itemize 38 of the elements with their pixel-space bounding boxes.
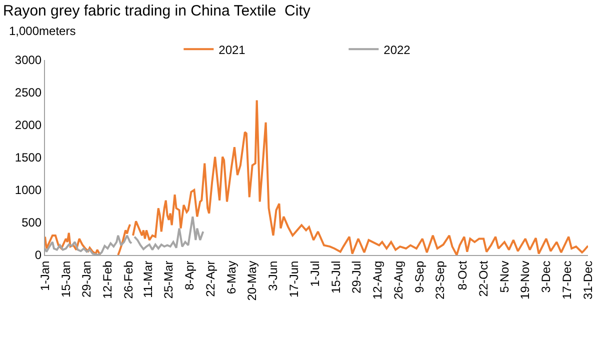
x-tick-label: 11-Mar [140,260,155,298]
x-tick-label: 15-Jul [328,260,343,294]
x-tick-label: 12-Feb [100,260,115,299]
y-tick-label: 0 [34,248,42,262]
x-tick-label: 12-Aug [370,260,385,300]
x-tick-label: 5-Nov [497,260,512,293]
x-tick-label: 26-Feb [121,260,136,299]
x-tick-label: 31-Dec [580,260,595,300]
x-tick-label: 29-Jul [350,260,364,294]
y-tick-label: 500 [22,216,42,230]
x-tick-label: 19-Nov [518,260,532,300]
y-axis-title: 1,000meters [9,24,76,38]
legend-label: 2022 [384,42,411,57]
y-tick-label: 1500 [14,150,42,165]
x-tick-label: 29-Jan [80,260,94,298]
y-tick-label: 2000 [14,118,42,132]
x-tick-label: 23-Sep [433,260,448,300]
legend-label: 2021 [218,42,246,57]
x-tick-label: 3-Jun [266,260,280,291]
x-tick-label: 17-Jun [287,260,302,298]
y-tick-label: 2500 [14,86,42,100]
x-tick-label: 9-Sep [412,260,426,293]
x-tick-label: 20-May [245,260,260,301]
x-tick-label: 1-Jan [38,260,52,291]
x-tick-label: 15-Jan [58,260,73,298]
x-tick-label: 22-Oct [476,260,490,297]
y-tick-label: 1000 [14,183,42,198]
y-tick-label: 3000 [14,53,42,68]
x-tick-label: 25-Mar [162,260,176,299]
x-tick-label: 3-Dec [539,260,554,293]
x-tick-label: 6-May [224,260,238,294]
x-tick-label: 8-Oct [456,260,470,290]
x-tick-label: 26-Aug [391,260,406,300]
x-tick-label: 8-Apr [182,260,197,290]
x-tick-label: 17-Dec [560,260,574,300]
chart-title: Rayon grey fabric trading in China Textile City [3,2,311,20]
x-tick-label: 1-Jul [308,260,322,287]
x-tick-label: 22-Apr [203,260,218,297]
